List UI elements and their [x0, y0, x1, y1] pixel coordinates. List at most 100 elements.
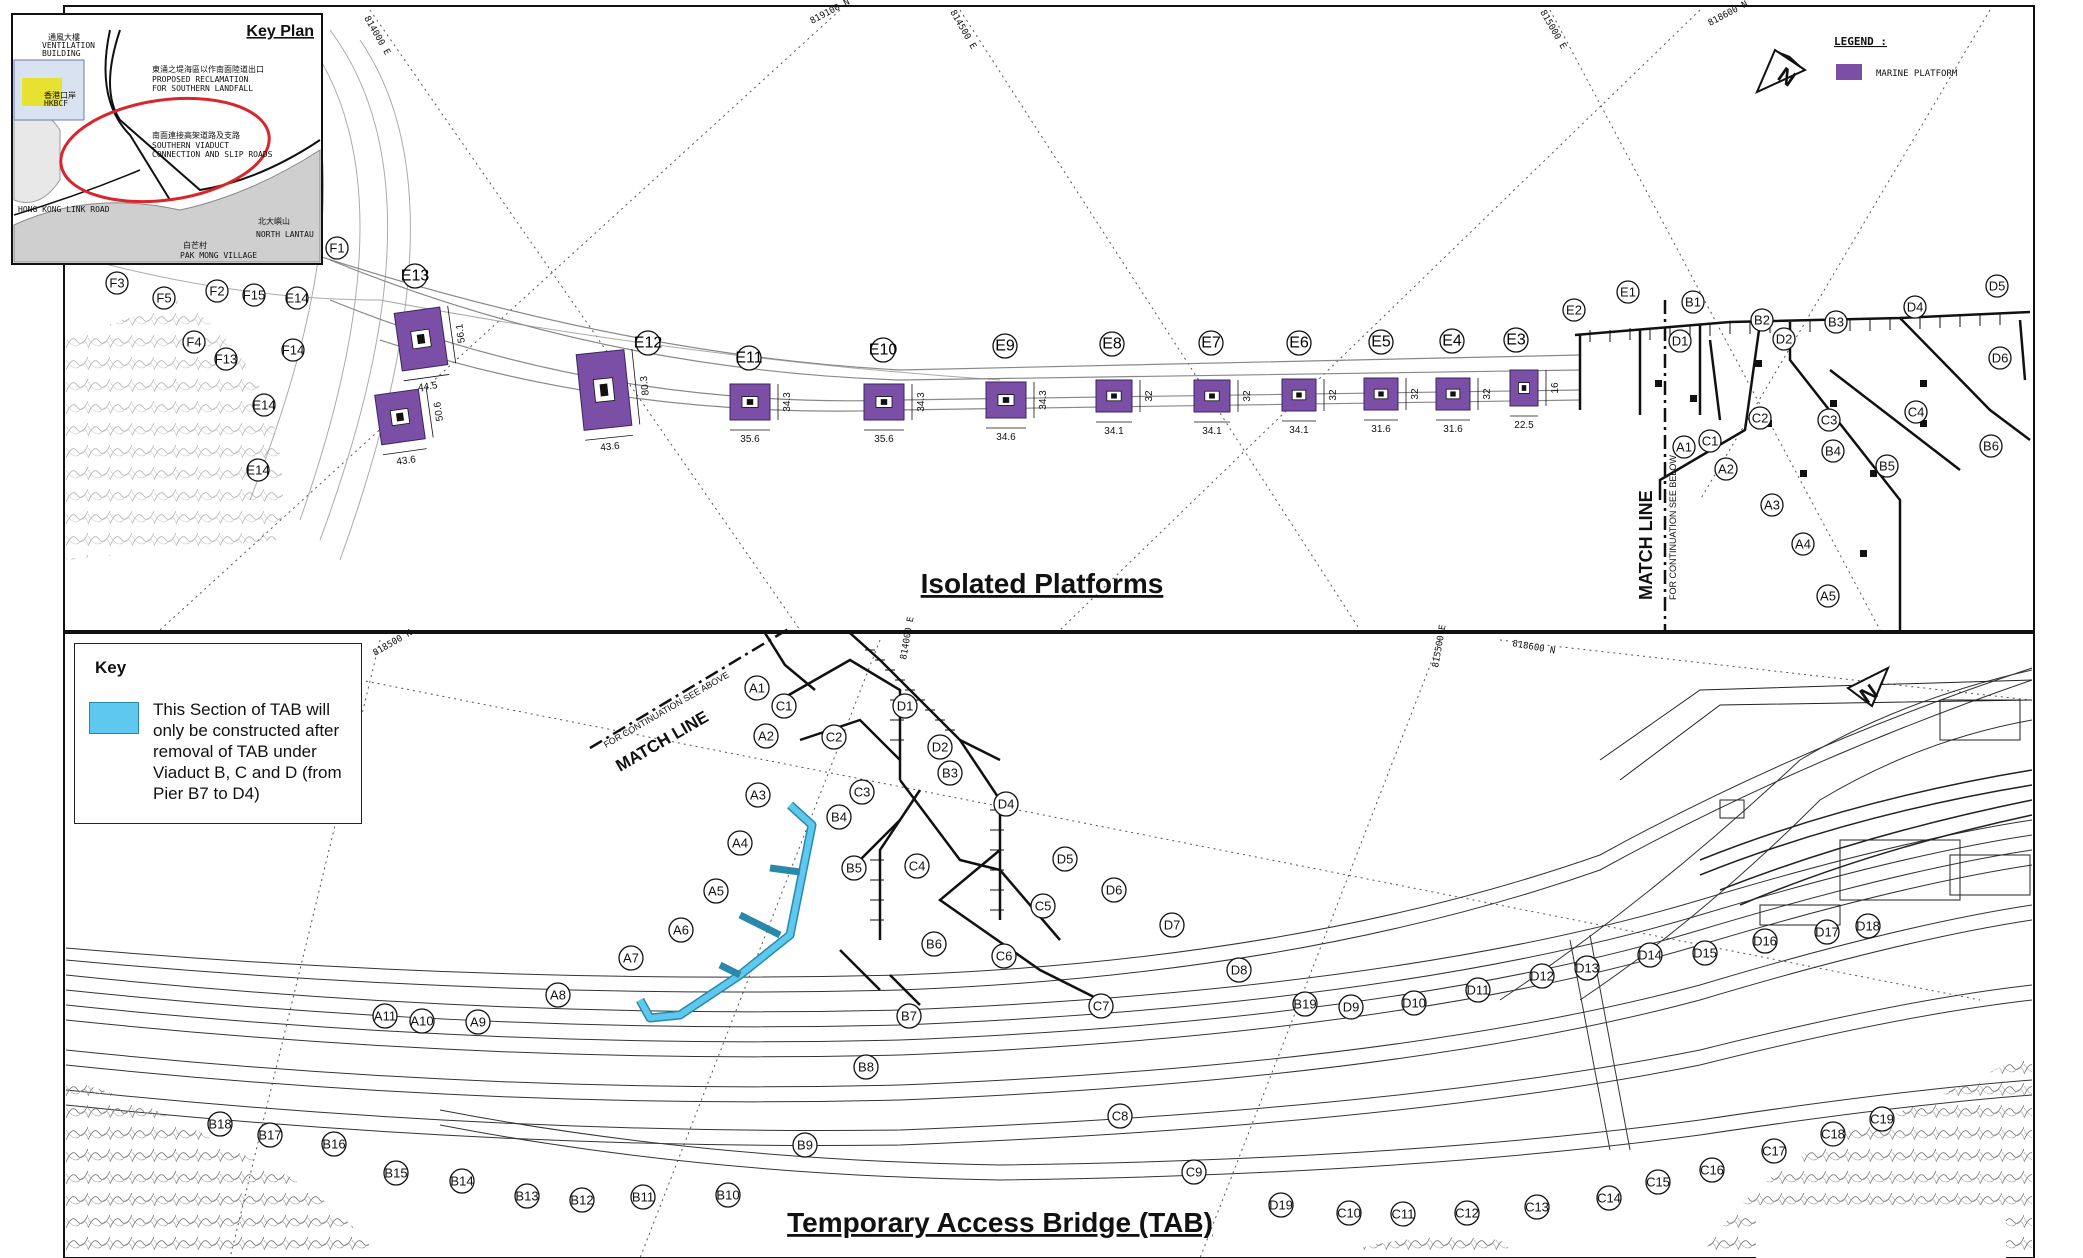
svg-text:A9: A9	[470, 1015, 486, 1030]
blue-tab-section	[636, 801, 817, 1023]
pier-label: E9	[992, 333, 1018, 359]
pier-label: F2	[205, 279, 229, 303]
pier-label: D2	[1772, 327, 1796, 351]
platform-dimension: 34.1	[1202, 426, 1222, 437]
platform-dimension: 35.6	[874, 434, 894, 445]
svg-text:A1: A1	[1676, 440, 1692, 455]
svg-text:B2: B2	[1754, 313, 1770, 328]
svg-text:D6: D6	[1992, 351, 2009, 366]
highway-lines	[65, 667, 2033, 1181]
pier-label: C16	[1699, 1157, 1725, 1183]
marine-platform: 34.1 32	[1095, 379, 1155, 437]
key-plan-label: FOR SOUTHERN LANDFALL	[152, 84, 253, 93]
svg-text:C15: C15	[1646, 1175, 1670, 1190]
pier-label: D1	[892, 693, 918, 719]
pier-label: C17	[1761, 1138, 1787, 1164]
svg-text:F2: F2	[209, 284, 224, 299]
pier-label: D7	[1159, 912, 1185, 938]
pier-label: C3	[1817, 408, 1841, 432]
pier-label: C1	[771, 693, 797, 719]
pier-label: D16	[1752, 928, 1778, 954]
svg-text:B7: B7	[901, 1009, 917, 1024]
tab-bottom-structure	[763, 632, 1101, 1006]
svg-text:D11: D11	[1467, 983, 1490, 998]
pier-label: F4	[182, 330, 206, 354]
pier-label: E11	[735, 345, 763, 371]
grid-label: 815000 E	[1537, 9, 1567, 52]
key-plan-label: NORTH LANTAU	[256, 230, 314, 239]
svg-text:D16: D16	[1753, 934, 1777, 949]
marine-platform: 35.6 34.3	[863, 383, 927, 445]
svg-text:C1: C1	[1702, 434, 1719, 449]
svg-text:C2: C2	[826, 730, 843, 745]
pier-label: C5	[1030, 893, 1056, 919]
pier-label: D5	[1052, 846, 1078, 872]
svg-text:C16: C16	[1700, 1163, 1724, 1178]
svg-text:F15: F15	[243, 288, 265, 303]
pier-label: D8	[1226, 957, 1252, 983]
marine-platform: 34.6 34.3	[985, 381, 1049, 443]
pier-label: D19	[1268, 1192, 1294, 1218]
key-plan-label: 東涌之堤海區以作南面陸道出口	[152, 64, 264, 74]
top-panel: MATCH LINE FOR CONTINUATION SEE BELOW N …	[66, 0, 2031, 631]
pier-label: B3	[1824, 310, 1848, 334]
pier-label: D6	[1101, 877, 1127, 903]
svg-text:C12: C12	[1455, 1206, 1479, 1221]
svg-text:E8: E8	[1102, 336, 1122, 353]
svg-text:D4: D4	[1907, 300, 1924, 315]
platform-dimension: 44.5	[417, 380, 438, 394]
key-plan-label: 南面連接高架道路及支路	[152, 130, 240, 140]
blank-patch	[1756, 1205, 2006, 1258]
svg-text:D17: D17	[1815, 925, 1839, 940]
key-plan: Key Plan 通風大樓 VENTILATION BUILDING 東涌之堤海…	[11, 13, 323, 265]
pier-label: B10	[715, 1182, 741, 1208]
pier-label: E8	[1099, 331, 1125, 357]
pier-label: B1	[1681, 290, 1705, 314]
pier-label: C19	[1869, 1106, 1895, 1132]
pier-label: E6	[1286, 330, 1312, 356]
svg-text:A5: A5	[1820, 589, 1836, 604]
platform-dimension: 22.5	[1514, 420, 1534, 431]
pier-label: B2	[1750, 308, 1774, 332]
pier-label: A5	[703, 878, 729, 904]
key-plan-label: PAK MONG VILLAGE	[180, 251, 257, 260]
svg-text:C17: C17	[1762, 1144, 1786, 1159]
svg-text:C7: C7	[1093, 999, 1110, 1014]
pier-label: D12	[1529, 963, 1555, 989]
top-panel-frame	[63, 5, 2035, 632]
pier-label: A1	[1672, 435, 1696, 459]
pier-label: A10	[409, 1008, 435, 1034]
svg-text:B14: B14	[450, 1174, 473, 1189]
pier-label: A1	[744, 675, 770, 701]
marine-platform: 22.5 16	[1509, 369, 1561, 431]
svg-text:B5: B5	[1879, 459, 1895, 474]
key-plan-land	[13, 149, 321, 263]
svg-text:B6: B6	[926, 937, 942, 952]
grid-label: 819100 N	[809, 0, 852, 27]
key-plan-label: CONNECTION AND SLIP ROADS	[152, 150, 273, 159]
svg-text:D18: D18	[1856, 919, 1880, 934]
pier-label: A3	[1760, 493, 1784, 517]
key-plan-label: VENTILATION	[42, 41, 95, 50]
pier-label: B8	[853, 1054, 879, 1080]
pier-label: E13	[401, 263, 429, 289]
platform-dimension: 32	[1410, 388, 1421, 400]
svg-text:C1: C1	[776, 699, 793, 714]
grid-label: 814500 E	[947, 9, 977, 52]
grid-lines-bottom	[229, 639, 2031, 1258]
pier-label: A6	[668, 917, 694, 943]
pier-label: B15	[383, 1160, 409, 1186]
platform-dimension: 34.3	[782, 392, 793, 412]
svg-text:E14: E14	[252, 398, 275, 413]
pier-label: B16	[321, 1131, 347, 1157]
pier-label: C14	[1596, 1185, 1622, 1211]
pier-label: B5	[1875, 454, 1899, 478]
marine-platform: 43.6 80.3	[575, 348, 652, 454]
svg-text:F4: F4	[186, 335, 201, 350]
svg-text:C13: C13	[1525, 1200, 1549, 1215]
svg-text:B13: B13	[515, 1189, 538, 1204]
pier-label: B6	[1979, 434, 2003, 458]
pier-label: D2	[927, 734, 953, 760]
pier-label: E12	[634, 330, 662, 356]
